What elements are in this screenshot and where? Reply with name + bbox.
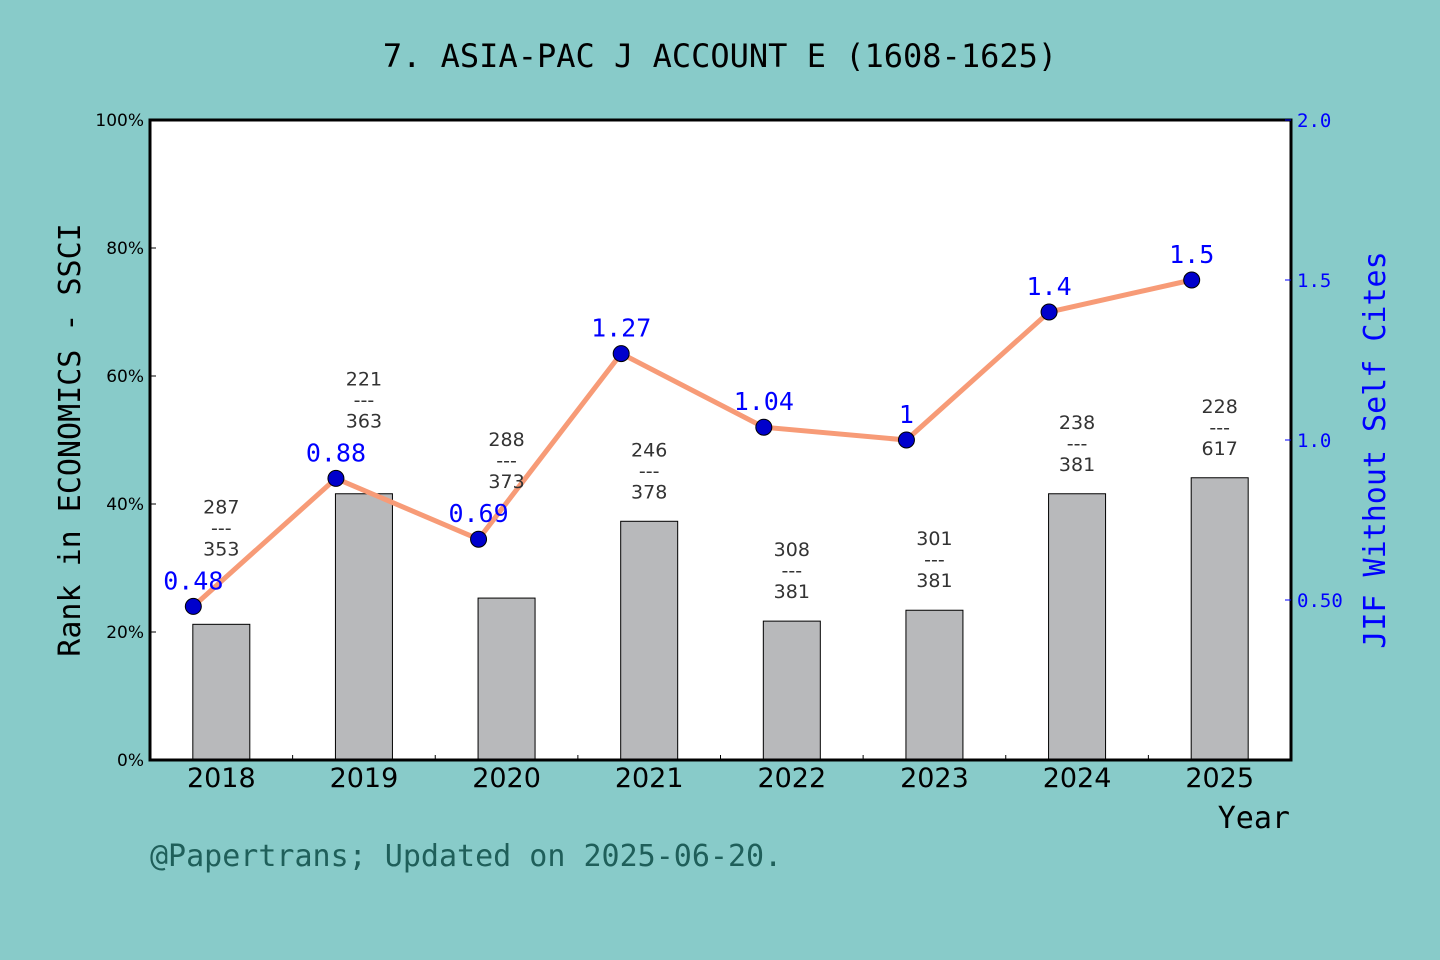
bar-2020 bbox=[477, 597, 536, 761]
rank-label-2020: 288 bbox=[488, 429, 524, 451]
total-label-2018: 353 bbox=[203, 538, 239, 560]
y-right-tick-label: 2.0 bbox=[1297, 110, 1331, 132]
bar-2019 bbox=[334, 493, 393, 761]
jif-point-2022 bbox=[755, 418, 773, 436]
jif-point-2024 bbox=[1040, 303, 1058, 321]
rank-divider-2025: --- bbox=[1209, 417, 1230, 439]
rank-fraction-2022: 308---381 bbox=[774, 539, 810, 603]
rank-label-2021: 246 bbox=[631, 439, 667, 461]
bar-2018 bbox=[192, 623, 251, 761]
jif-label-2019: 0.88 bbox=[306, 438, 366, 467]
x-tick-label-2018: 2018 bbox=[187, 763, 256, 794]
x-tick-label-2022: 2022 bbox=[757, 763, 826, 794]
rank-label-2023: 301 bbox=[916, 528, 952, 550]
rank-divider-2023: --- bbox=[924, 549, 945, 571]
total-label-2019: 363 bbox=[346, 410, 382, 432]
total-label-2025: 617 bbox=[1202, 438, 1238, 460]
y-tick-label: 80% bbox=[106, 239, 144, 259]
jif-point-2023 bbox=[897, 431, 915, 449]
jif-label-2018: 0.48 bbox=[163, 566, 223, 595]
jif-label-2024: 1.4 bbox=[1026, 272, 1071, 301]
x-tick-label-2021: 2021 bbox=[615, 763, 684, 794]
total-label-2021: 378 bbox=[631, 481, 667, 503]
total-label-2020: 373 bbox=[488, 471, 524, 493]
jif-series: 0.48 0.88 0.69 1.27 1.04 1 1.4 1.5 bbox=[163, 240, 1214, 615]
x-axis-label: Year bbox=[1218, 801, 1290, 836]
rank-label-2025: 228 bbox=[1202, 396, 1238, 418]
jif-point-2020 bbox=[470, 530, 488, 548]
rank-fraction-2023: 301---381 bbox=[916, 528, 952, 592]
rank-fraction-2021: 246---378 bbox=[631, 439, 667, 503]
jif-label-2025: 1.5 bbox=[1169, 240, 1214, 269]
x-tick-label-2019: 2019 bbox=[330, 763, 399, 794]
jif-label-2022: 1.04 bbox=[734, 387, 794, 416]
x-tick-label-2023: 2023 bbox=[900, 763, 969, 794]
y-tick-label: 60% bbox=[106, 367, 144, 387]
total-label-2022: 381 bbox=[774, 581, 810, 603]
x-tick-label-2025: 2025 bbox=[1185, 763, 1254, 794]
y-tick-label: 100% bbox=[95, 111, 144, 131]
y-right-tick-label: 1.5 bbox=[1297, 270, 1331, 292]
y-right-tick-label: 0.50 bbox=[1297, 590, 1343, 612]
x-tick-label-2020: 2020 bbox=[472, 763, 541, 794]
bar-2025 bbox=[1190, 477, 1249, 761]
jif-label-2023: 1 bbox=[899, 400, 914, 429]
bar-2024 bbox=[1048, 493, 1107, 761]
y-right-tick-label: 1.0 bbox=[1297, 430, 1331, 452]
rank-fraction-2025: 228---617 bbox=[1202, 396, 1238, 460]
rank-fraction-2018: 287---353 bbox=[203, 496, 239, 560]
rank-divider-2019: --- bbox=[354, 389, 375, 411]
rank-divider-2024: --- bbox=[1067, 433, 1088, 455]
jif-point-2025 bbox=[1183, 271, 1201, 289]
bar-series bbox=[192, 477, 1249, 761]
rank-fraction-2019: 221---363 bbox=[346, 368, 382, 432]
y-axis-right-label: JIF Without Self Cites bbox=[1358, 251, 1393, 648]
rank-label-2018: 287 bbox=[203, 496, 239, 518]
bar-2022 bbox=[762, 620, 821, 761]
rank-divider-2022: --- bbox=[782, 560, 803, 582]
total-label-2023: 381 bbox=[916, 570, 952, 592]
y-tick-label: 40% bbox=[106, 495, 144, 515]
jif-label-2021: 1.27 bbox=[591, 314, 651, 343]
jif-label-2020: 0.69 bbox=[448, 499, 508, 528]
rank-divider-2020: --- bbox=[496, 450, 517, 472]
jif-point-2021 bbox=[612, 345, 630, 363]
rank-labels: 287---353221---363288---373246---378308-… bbox=[203, 368, 1238, 603]
rank-divider-2018: --- bbox=[211, 517, 232, 539]
y-tick-label: 0% bbox=[117, 751, 144, 771]
jif-point-2019 bbox=[327, 469, 345, 487]
bar-2021 bbox=[620, 520, 679, 761]
rank-label-2022: 308 bbox=[774, 539, 810, 561]
jif-line bbox=[191, 277, 1193, 609]
rank-label-2019: 221 bbox=[346, 368, 382, 390]
chart-title: 7. ASIA-PAC J ACCOUNT E (1608-1625) bbox=[383, 37, 1057, 75]
axes: 2018 2019 2020 2021 2022 2023 2024 2025 0% 20% 40%… bbox=[95, 110, 1342, 794]
rank-fraction-2024: 238---381 bbox=[1059, 412, 1095, 476]
rank-label-2024: 238 bbox=[1059, 412, 1095, 434]
total-label-2024: 381 bbox=[1059, 454, 1095, 476]
rank-fraction-2020: 288---373 bbox=[488, 429, 524, 493]
footer-credit: @Papertrans; Updated on 2025-06-20. bbox=[150, 839, 782, 874]
bar-2023 bbox=[905, 609, 964, 761]
rank-divider-2021: --- bbox=[639, 460, 660, 482]
x-tick-label-2024: 2024 bbox=[1043, 763, 1112, 794]
y-tick-label: 20% bbox=[106, 623, 144, 643]
jif-point-2018 bbox=[184, 597, 202, 615]
y-axis-label: Rank in ECONOMICS - SSCI bbox=[53, 223, 88, 656]
